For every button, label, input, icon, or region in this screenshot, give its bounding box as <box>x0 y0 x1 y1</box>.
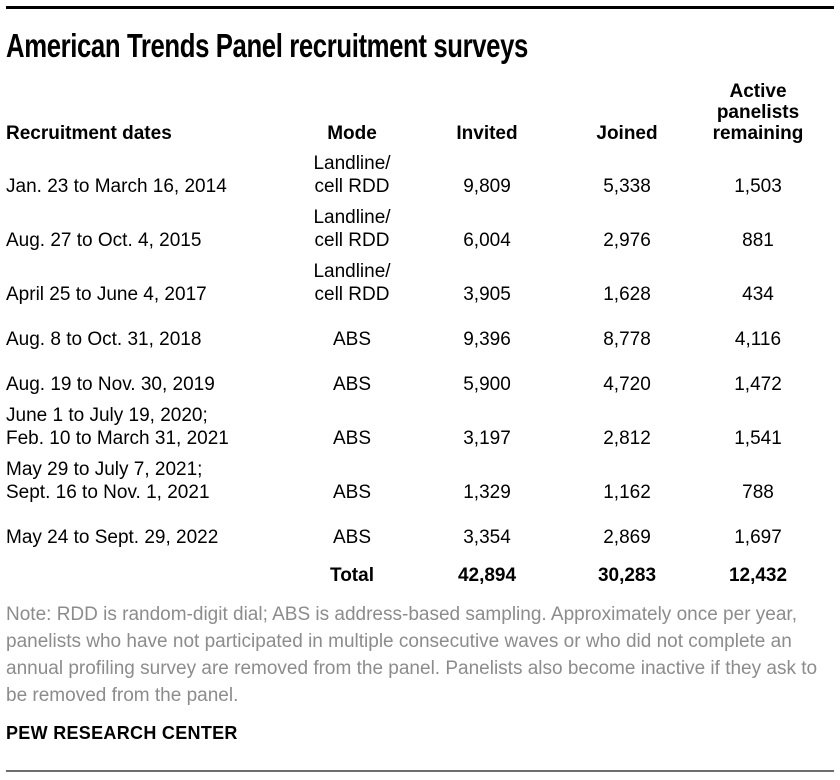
dates-cell: June 1 to July 19, 2020; Feb. 10 to Marc… <box>6 405 229 449</box>
source-label: PEW RESEARCH CENTER <box>6 723 238 743</box>
active-cell: 1,472 <box>734 374 782 395</box>
mode-cell: Landline/ cell RDD <box>313 261 391 305</box>
invited-cell: 5,900 <box>463 374 511 395</box>
empty-cell <box>6 549 302 587</box>
invited-cell: 9,809 <box>463 176 511 197</box>
recruitment-table: Recruitment dates Mode Invited Joined Ac… <box>6 65 834 587</box>
dates-cell: Aug. 8 to Oct. 31, 2018 <box>6 329 202 350</box>
table-row: June 1 to July 19, 2020; Feb. 10 to Marc… <box>6 396 834 450</box>
dates-cell: Aug. 19 to Nov. 30, 2019 <box>6 374 215 395</box>
table-row: Jan. 23 to March 16, 2014 Landline/ cell… <box>6 144 834 198</box>
mode-cell: Landline/ cell RDD <box>313 153 391 197</box>
dates-cell: Aug. 27 to Oct. 4, 2015 <box>6 230 202 251</box>
invited-cell: 3,354 <box>463 527 511 548</box>
invited-cell: 9,396 <box>463 329 511 350</box>
active-cell: 4,116 <box>734 329 782 350</box>
table-row: Aug. 19 to Nov. 30, 2019 ABS 5,900 4,720… <box>6 351 834 396</box>
joined-cell: 2,976 <box>603 230 651 251</box>
joined-cell: 5,338 <box>603 176 651 197</box>
active-cell: 881 <box>742 230 774 251</box>
table-row: Aug. 27 to Oct. 4, 2015 Landline/ cell R… <box>6 198 834 252</box>
active-cell: 434 <box>742 284 774 305</box>
table-note: Note: RDD is random-digit dial; ABS is a… <box>6 604 818 706</box>
pew-table-figure: American Trends Panel recruitment survey… <box>0 6 840 772</box>
mode-cell: ABS <box>332 329 372 350</box>
active-cell: 1,697 <box>734 527 782 548</box>
col-header-joined: Joined <box>596 123 658 144</box>
mode-cell: ABS <box>332 482 372 503</box>
total-active-cell: 12,432 <box>728 565 788 586</box>
joined-cell: 2,869 <box>603 527 651 548</box>
total-row: Total 42,894 30,283 12,432 <box>6 549 834 587</box>
table-row: May 24 to Sept. 29, 2022 ABS 3,354 2,869… <box>6 504 834 549</box>
table-row: May 29 to July 7, 2021; Sept. 16 to Nov.… <box>6 450 834 504</box>
invited-cell: 3,905 <box>463 284 511 305</box>
dates-cell: May 24 to Sept. 29, 2022 <box>6 527 219 548</box>
joined-cell: 2,812 <box>603 428 651 449</box>
active-cell: 1,503 <box>734 176 782 197</box>
total-joined-cell: 30,283 <box>597 565 657 586</box>
total-invited-cell: 42,894 <box>457 565 517 586</box>
active-cell: 1,541 <box>734 428 782 449</box>
table-row: April 25 to June 4, 2017 Landline/ cell … <box>6 252 834 306</box>
col-header-active-panelists: Active panelists remaining <box>712 81 804 144</box>
dates-cell: Jan. 23 to March 16, 2014 <box>6 176 227 197</box>
col-header-recruitment-dates: Recruitment dates <box>6 123 172 144</box>
col-header-mode: Mode <box>327 123 377 144</box>
col-header-invited: Invited <box>456 123 518 144</box>
header-row: Recruitment dates Mode Invited Joined Ac… <box>6 65 834 144</box>
mode-cell: ABS <box>332 374 372 395</box>
active-cell: 788 <box>742 482 774 503</box>
joined-cell: 8,778 <box>603 329 651 350</box>
mode-cell: ABS <box>332 428 372 449</box>
dates-cell: April 25 to June 4, 2017 <box>6 284 207 305</box>
invited-cell: 6,004 <box>463 230 511 251</box>
chart-title: American Trends Panel recruitment survey… <box>6 27 528 64</box>
joined-cell: 1,628 <box>603 284 651 305</box>
joined-cell: 1,162 <box>603 482 651 503</box>
invited-cell: 1,329 <box>463 482 511 503</box>
total-label-cell: Total <box>330 565 374 586</box>
mode-cell: Landline/ cell RDD <box>313 207 391 251</box>
invited-cell: 3,197 <box>463 428 511 449</box>
top-rule <box>6 6 834 9</box>
table-row: Aug. 8 to Oct. 31, 2018 ABS 9,396 8,778 … <box>6 306 834 351</box>
mode-cell: ABS <box>332 527 372 548</box>
bottom-rule <box>6 770 834 772</box>
joined-cell: 4,720 <box>603 374 651 395</box>
dates-cell: May 29 to July 7, 2021; Sept. 16 to Nov.… <box>6 459 210 503</box>
